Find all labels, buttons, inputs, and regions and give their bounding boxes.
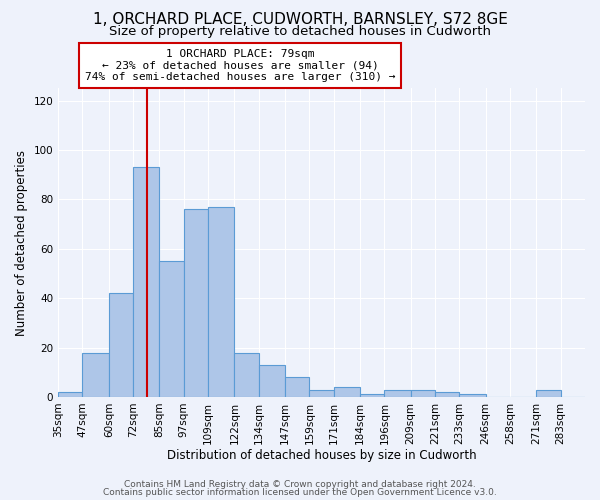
Bar <box>310 390 334 397</box>
Bar <box>334 387 360 397</box>
Bar <box>184 210 208 397</box>
Bar <box>109 294 133 397</box>
Y-axis label: Number of detached properties: Number of detached properties <box>15 150 28 336</box>
Bar <box>259 365 285 397</box>
Bar <box>536 390 560 397</box>
Text: Contains public sector information licensed under the Open Government Licence v3: Contains public sector information licen… <box>103 488 497 497</box>
Bar <box>235 352 259 397</box>
Bar <box>58 392 82 397</box>
Text: Contains HM Land Registry data © Crown copyright and database right 2024.: Contains HM Land Registry data © Crown c… <box>124 480 476 489</box>
Text: 1 ORCHARD PLACE: 79sqm
← 23% of detached houses are smaller (94)
74% of semi-det: 1 ORCHARD PLACE: 79sqm ← 23% of detached… <box>85 49 395 82</box>
Bar <box>285 377 310 397</box>
Text: Size of property relative to detached houses in Cudworth: Size of property relative to detached ho… <box>109 25 491 38</box>
Bar <box>160 261 184 397</box>
Bar <box>385 390 411 397</box>
Bar <box>133 168 160 397</box>
Bar <box>82 352 109 397</box>
Bar <box>360 394 385 397</box>
Bar <box>208 207 235 397</box>
Bar <box>411 390 435 397</box>
Bar <box>435 392 460 397</box>
X-axis label: Distribution of detached houses by size in Cudworth: Distribution of detached houses by size … <box>167 450 476 462</box>
Bar <box>460 394 486 397</box>
Text: 1, ORCHARD PLACE, CUDWORTH, BARNSLEY, S72 8GE: 1, ORCHARD PLACE, CUDWORTH, BARNSLEY, S7… <box>92 12 508 28</box>
